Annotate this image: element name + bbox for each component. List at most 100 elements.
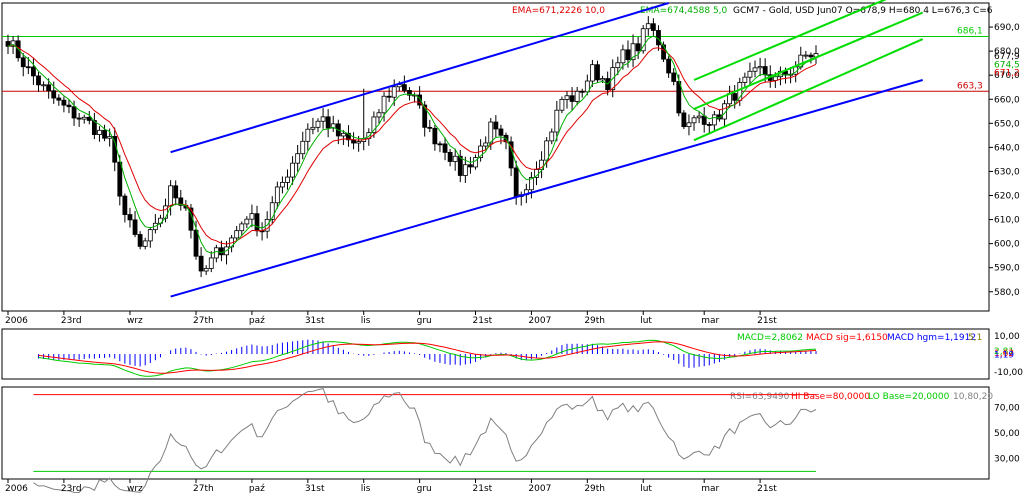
ema-fast-legend: EMA=674,4588 5,0 <box>640 6 728 16</box>
macd-hist-legend: MACD hgm=1,1912 <box>887 333 976 343</box>
candle-body <box>579 90 585 93</box>
candle-body <box>356 141 362 144</box>
candle-body <box>711 114 717 126</box>
macd-y-tick-label: -10,00 <box>994 368 1023 378</box>
candle-body <box>51 90 57 99</box>
candle-body <box>274 186 280 204</box>
candle-body <box>41 84 46 87</box>
axes-layer: 580,0 590,0 600,0 610,0 620,0 630,0 640,0 650,0… <box>5 23 1023 494</box>
macd-signal-legend: MACD sig=1,6150 <box>806 333 888 343</box>
candle-body <box>147 229 153 242</box>
candle-body <box>401 84 407 91</box>
candle-body <box>803 54 809 57</box>
candle-body <box>650 23 656 31</box>
candle-body <box>36 75 41 86</box>
price-y-tick-label: 690,0 <box>994 23 1020 33</box>
rsi-x-label: wrz <box>127 484 143 494</box>
candle-body <box>635 43 641 52</box>
rsi-hi-legend: HI Base=80,0000 <box>791 392 870 402</box>
candle-body <box>407 90 412 96</box>
rsi-x-label: 21st <box>473 484 493 494</box>
candle-body <box>473 157 478 168</box>
rsi-layer <box>33 388 817 494</box>
ema-fast-line <box>7 35 817 254</box>
candle-body <box>117 161 123 197</box>
candle-body <box>320 116 326 122</box>
channel-line-4 <box>693 0 887 81</box>
price-panel-frame <box>1 2 990 312</box>
candle-body <box>742 76 748 83</box>
macd-legend: MACD=2,8062 <box>737 333 803 343</box>
ema-slow-line <box>7 44 817 245</box>
candle-body <box>5 41 11 47</box>
rsi-y-tick-label: 50,00 <box>994 429 1020 439</box>
candle-body <box>163 205 168 219</box>
candle-body <box>747 70 753 78</box>
candle-body <box>564 95 570 100</box>
rsi-y-tick-label: 70,00 <box>994 403 1020 413</box>
candle-body <box>661 44 666 60</box>
price-x-label: 21st <box>757 316 777 326</box>
candle-body <box>91 120 97 135</box>
candle-body <box>696 115 702 119</box>
candle-body <box>137 234 143 247</box>
candle-body <box>107 136 113 139</box>
candle-body <box>549 131 555 142</box>
macd-right-marker-2: 1,19 <box>994 351 1014 361</box>
candle-body <box>142 240 148 247</box>
candle-body <box>86 116 92 121</box>
candle-body <box>300 140 306 155</box>
channel-line-0 <box>170 79 923 298</box>
candle-body <box>168 185 174 207</box>
rsi-x-label: gru <box>417 484 432 494</box>
price-x-label: 2006 <box>5 316 28 326</box>
candle-body <box>208 257 214 269</box>
candle-body <box>752 67 758 72</box>
macd-layer <box>37 339 817 377</box>
candle-body <box>554 109 560 133</box>
price-x-label: gru <box>417 316 432 326</box>
candle-body <box>676 81 682 114</box>
price-y-tick-label: 620,0 <box>994 192 1020 202</box>
candle-body <box>178 197 184 206</box>
candle-body <box>640 28 646 52</box>
candle-body <box>203 268 209 272</box>
candle-body <box>254 213 260 232</box>
candle-body <box>381 95 387 114</box>
candle-body <box>590 64 595 82</box>
candle-body <box>574 90 580 102</box>
candle-body <box>717 114 722 120</box>
price-y-tick-label: 670,0 <box>994 71 1020 81</box>
channel-line-2 <box>693 38 924 142</box>
rsi-x-label: 27th <box>193 484 214 494</box>
candle-body <box>234 230 240 239</box>
candle-body <box>71 106 77 119</box>
candle-body <box>330 123 336 129</box>
rsi-lo-legend: LO Base=20,0000 <box>868 392 950 402</box>
level-label-0: 686,1 <box>957 26 983 36</box>
candle-body <box>198 255 204 272</box>
price-x-label: mar <box>701 316 719 326</box>
candle-body <box>376 112 382 118</box>
candle-body <box>391 86 397 98</box>
candle-body <box>127 214 133 221</box>
candle-body <box>457 155 463 176</box>
candle-body <box>112 136 118 163</box>
candle-body <box>61 99 67 106</box>
candle-body <box>432 127 438 145</box>
candle-body <box>569 95 575 102</box>
candle-body <box>701 115 707 125</box>
channel-line-1 <box>170 2 669 154</box>
candle-body <box>25 66 31 69</box>
candle-body <box>173 185 179 199</box>
candle-body <box>513 167 519 197</box>
candle-body <box>600 78 605 81</box>
candle-body <box>762 66 768 76</box>
price-y-tick-label: 580,0 <box>994 288 1020 298</box>
candle-body <box>422 104 428 128</box>
macd-right-marker-0: 2,81 <box>994 347 1014 357</box>
price-right-marker-1: 674,5 <box>994 60 1020 70</box>
rsi-x-label: 29th <box>584 484 605 494</box>
rsi-x-label: lut <box>640 484 652 494</box>
